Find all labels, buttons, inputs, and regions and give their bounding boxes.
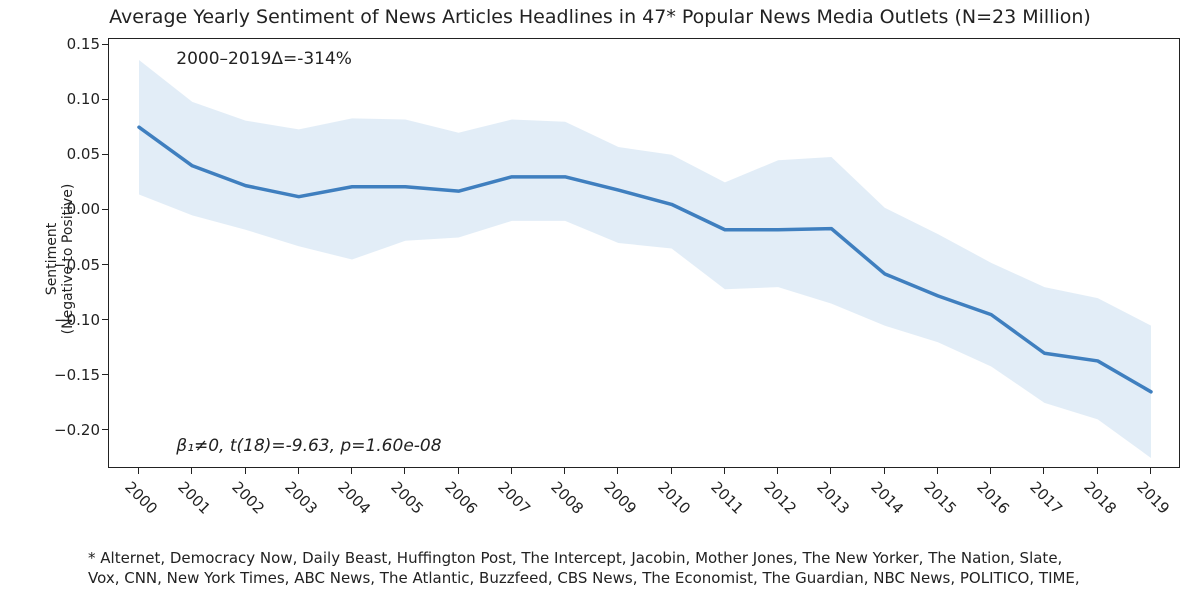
ytick-label: 0.00 [40,200,100,218]
xtick-label: 2003 [281,478,321,518]
ytick-mark [102,44,108,45]
xtick-mark [1097,468,1098,474]
stats-annotation: β₁≠0, t(18)=-9.63, p=1.60e-08 [176,436,441,456]
ytick-mark [102,319,108,320]
xtick-mark [564,468,565,474]
ytick-mark [102,374,108,375]
xtick-label: 2005 [388,478,428,518]
xtick-mark [724,468,725,474]
ytick-label: 0.15 [40,35,100,53]
xtick-mark [511,468,512,474]
ytick-mark [102,99,108,100]
xtick-label: 2001 [175,478,215,518]
plot-area: 2000–2019Δ=-314% β₁≠0, t(18)=-9.63, p=1.… [108,38,1180,468]
xtick-label: 2002 [228,478,268,518]
xtick-label: 2008 [547,478,587,518]
footnote-line2: Vox, CNN, New York Times, ABC News, The … [88,569,1080,587]
xtick-label: 2013 [814,478,854,518]
xtick-label: 2006 [441,478,481,518]
chart-svg [109,39,1181,469]
xtick-mark [298,468,299,474]
xtick-label: 2015 [920,478,960,518]
ytick-mark [102,264,108,265]
xtick-mark [937,468,938,474]
ytick-label: −0.10 [40,311,100,329]
xtick-label: 2012 [760,478,800,518]
xtick-label: 2004 [334,478,374,518]
ytick-label: −0.05 [40,256,100,274]
xtick-mark [617,468,618,474]
ytick-mark [102,154,108,155]
xtick-mark [990,468,991,474]
footnote-line1: * Alternet, Democracy Now, Daily Beast, … [88,549,1062,567]
chart-title: Average Yearly Sentiment of News Article… [0,6,1200,28]
xtick-mark [1043,468,1044,474]
confidence-band [139,60,1151,458]
xtick-mark [351,468,352,474]
xtick-label: 2009 [601,478,641,518]
xtick-label: 2000 [121,478,161,518]
xtick-label: 2010 [654,478,694,518]
xtick-mark [830,468,831,474]
xtick-label: 2011 [707,478,747,518]
ytick-mark [102,209,108,210]
ytick-label: 0.05 [40,145,100,163]
xtick-mark [777,468,778,474]
xtick-mark [404,468,405,474]
xtick-mark [191,468,192,474]
xtick-label: 2014 [867,478,907,518]
xtick-mark [1150,468,1151,474]
xtick-label: 2007 [494,478,534,518]
ytick-label: −0.15 [40,366,100,384]
xtick-mark [245,468,246,474]
ytick-label: −0.20 [40,421,100,439]
ytick-mark [102,429,108,430]
xtick-label: 2017 [1027,478,1067,518]
xtick-mark [671,468,672,474]
xtick-mark [138,468,139,474]
xtick-label: 2018 [1080,478,1120,518]
xtick-label: 2016 [973,478,1013,518]
ytick-label: 0.10 [40,90,100,108]
xtick-mark [458,468,459,474]
delta-annotation: 2000–2019Δ=-314% [176,49,352,69]
footnote: * Alternet, Democracy Now, Daily Beast, … [88,548,1180,589]
xtick-mark [884,468,885,474]
xtick-label: 2019 [1133,478,1173,518]
